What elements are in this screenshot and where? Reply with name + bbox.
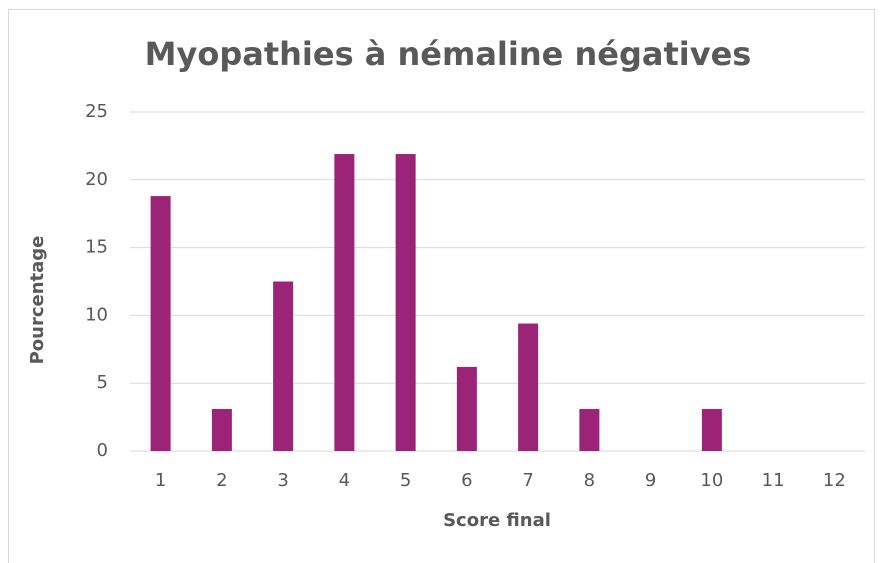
y-axis-label: Pourcentage [27,236,48,365]
bar [395,154,416,451]
x-tick-label: 11 [762,470,785,491]
bar [701,408,722,451]
bar [211,408,232,451]
bar [150,196,171,451]
x-tick-label: 1 [155,470,166,491]
x-tick-label: 3 [277,470,288,491]
x-tick-label: 2 [216,470,227,491]
x-tick-label: 9 [645,470,656,491]
x-tick-label: 5 [400,470,411,491]
bar [518,323,539,451]
bar [579,408,600,451]
y-tick-label: 0 [97,440,108,461]
x-tick-label: 8 [584,470,595,491]
y-tick-label: 15 [85,237,108,258]
y-tick-label: 25 [85,101,108,122]
x-tick-label: 7 [522,470,533,491]
bar [456,366,477,451]
y-tick-label: 20 [85,169,108,190]
y-tick-label: 5 [97,372,108,393]
x-tick-label: 4 [339,470,350,491]
x-tick-label: 12 [823,470,846,491]
chart-border [8,9,875,563]
x-tick-label: 6 [461,470,472,491]
chart-title: Myopathies à némaline négatives [145,35,752,73]
bar [334,154,355,451]
y-tick-label: 10 [85,304,108,325]
x-tick-label: 10 [700,470,723,491]
x-axis-label: Score final [443,510,551,531]
bar [273,281,294,451]
